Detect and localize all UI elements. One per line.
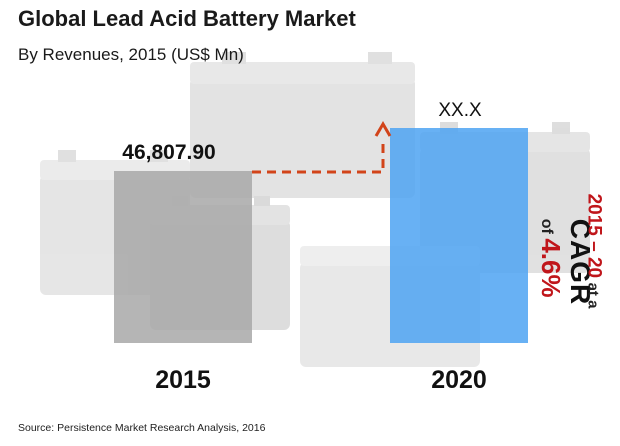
source-note: Source: Persistence Market Research Anal… [18,422,266,434]
data-label-2020: XX.X [438,100,482,121]
cagr-rate-line: of 4.6% [536,218,566,305]
cagr-at-text: at a [584,282,602,309]
bar-2020 [390,128,528,343]
cagr-of-text: of [538,218,555,234]
arrow-head [374,121,392,137]
category-label-2015: 2015 [155,366,211,394]
bars-layer [114,128,528,343]
chart-subtitle: By Revenues, 2015 (US$ Mn) [18,45,244,64]
bar-2015 [114,171,252,343]
cagr-rate: 4.6% [536,238,566,298]
category-label-2020: 2020 [431,366,487,394]
labels-layer: 46,807.90 2015 XX.X 2020 [122,100,487,394]
growth-arrow [252,121,392,174]
arrow-line [252,138,385,174]
data-label-2015: 46,807.90 [122,141,215,164]
chart-title: Global Lead Acid Battery Market [18,6,356,31]
cagr-range: 2015 – 20 [583,193,605,279]
